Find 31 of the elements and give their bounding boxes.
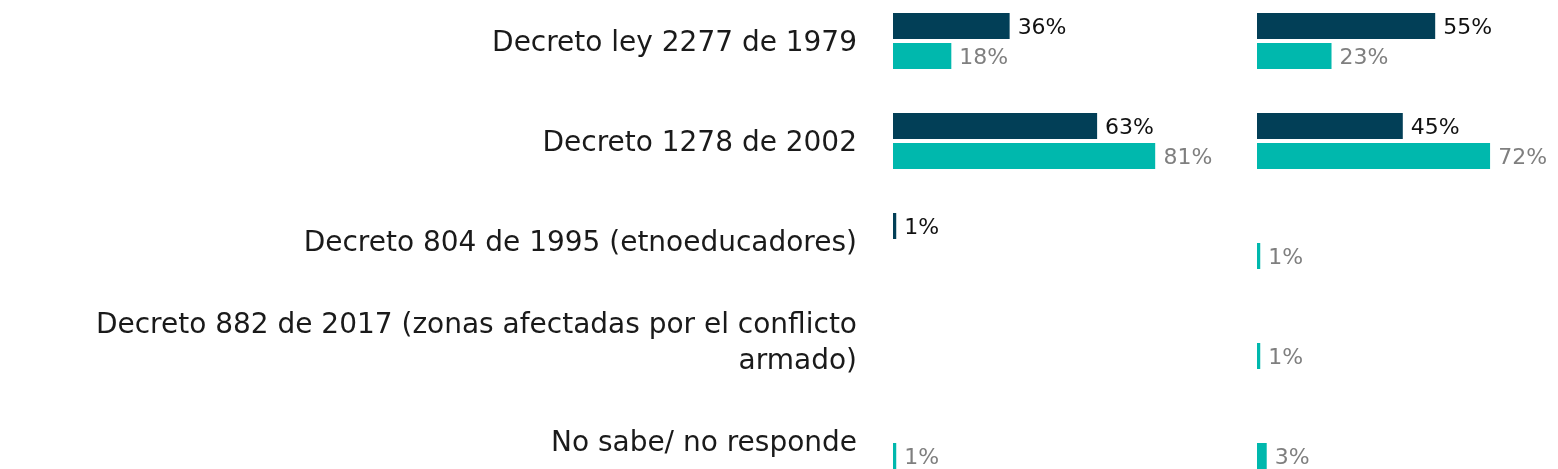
data-label: 23%: [1339, 43, 1389, 69]
bar: [1257, 113, 1403, 139]
y-tick-label: Decreto 882 de 2017 (zonas afectadas por el conflicto armado): [95, 306, 857, 376]
data-label: 1%: [1268, 243, 1304, 269]
bar: [1257, 343, 1261, 369]
y-tick-label: Decreto 1278 de 2002: [542, 124, 857, 158]
data-label: 36%: [1017, 13, 1067, 39]
bar: [1257, 43, 1332, 70]
bar: [1257, 243, 1261, 269]
data-label: 63%: [1105, 113, 1154, 139]
bar: [1257, 13, 1436, 40]
bar: [893, 443, 897, 469]
bar: [893, 213, 897, 239]
bar: [1257, 143, 1491, 169]
data-label: 1%: [904, 213, 940, 239]
data-label: 72%: [1498, 143, 1548, 169]
y-tick-label: Decreto 804 de 1995 (etnoeducadores): [303, 224, 857, 258]
data-label: 81%: [1163, 143, 1213, 169]
bar: [893, 113, 1098, 139]
bar: [893, 143, 1156, 169]
data-label: 1%: [904, 443, 940, 469]
data-label: 1%: [1268, 343, 1304, 369]
data-label: 18%: [959, 43, 1009, 69]
data-label: 45%: [1410, 113, 1460, 139]
y-tick-label: No sabe/ no responde: [550, 424, 857, 458]
bar: [893, 43, 952, 69]
bar: [1257, 442, 1267, 469]
bar: [893, 13, 1010, 39]
data-label: 55%: [1443, 13, 1493, 39]
y-tick-label: Decreto ley 2277 de 1979: [492, 24, 857, 58]
data-label: 3%: [1274, 443, 1310, 469]
